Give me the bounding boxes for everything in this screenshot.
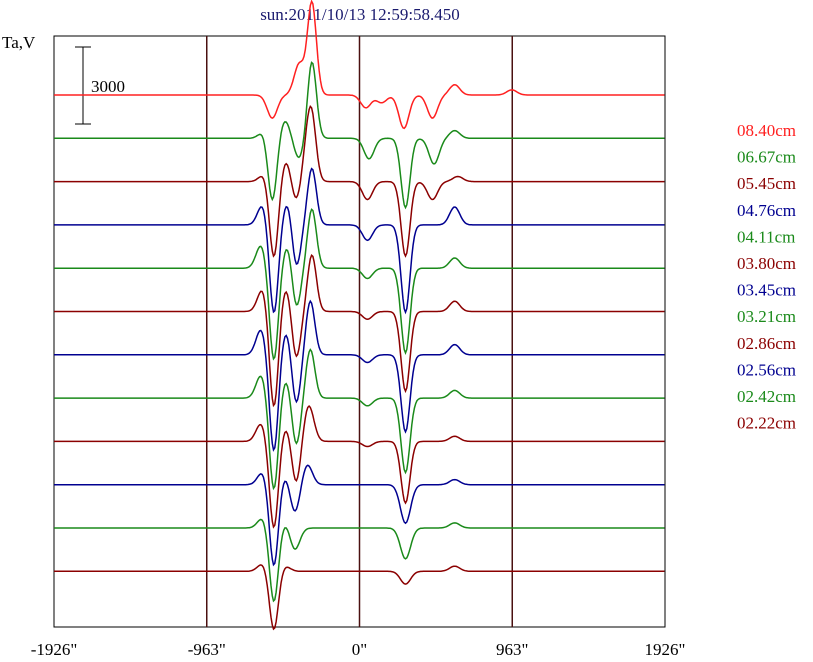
series-line	[54, 464, 665, 567]
scale-bar-label: 3000	[91, 77, 125, 96]
series-line	[54, 208, 665, 361]
legend-entry: 02.56cm	[737, 360, 796, 379]
legend-entry: 03.21cm	[737, 307, 796, 326]
x-tick-label: -963"	[188, 640, 226, 659]
legend: 08.40cm 06.67cm 05.45cm 04.76cm 04.11cm 03.80…	[737, 121, 796, 433]
series-line	[54, 167, 665, 315]
legend-entry: 08.40cm	[737, 121, 796, 140]
series-line	[54, 405, 665, 529]
legend-entry: 02.42cm	[737, 387, 796, 406]
series-line	[54, 104, 665, 258]
legend-entry: 03.45cm	[737, 281, 796, 300]
legend-entry: 02.22cm	[737, 414, 796, 433]
series-lines	[54, 0, 665, 631]
legend-entry: 04.11cm	[737, 227, 795, 246]
series-line	[54, 518, 665, 603]
series-line	[54, 61, 665, 210]
series-line	[54, 564, 665, 631]
series-line	[54, 348, 665, 491]
series-line	[54, 299, 665, 452]
x-tick-label: -1926"	[31, 640, 78, 659]
x-tick-label: 963"	[496, 640, 528, 659]
x-tick-label: 1926"	[645, 640, 686, 659]
legend-entry: 05.45cm	[737, 174, 796, 193]
x-tick-labels: -1926" -963" 0" 963" 1926"	[31, 640, 686, 659]
scale-bar: 3000	[75, 46, 125, 125]
legend-entry: 02.86cm	[737, 334, 796, 353]
legend-entry: 03.80cm	[737, 254, 796, 273]
y-axis-label: Ta,V	[2, 33, 36, 52]
legend-entry: 06.67cm	[737, 148, 796, 167]
legend-entry: 04.76cm	[737, 201, 796, 220]
series-line	[54, 254, 665, 408]
series-line	[54, 0, 665, 130]
grid-lines	[206, 36, 513, 627]
x-tick-label: 0"	[352, 640, 367, 659]
chart-title: sun:2011/10/13 12:59:58.450	[260, 5, 460, 24]
